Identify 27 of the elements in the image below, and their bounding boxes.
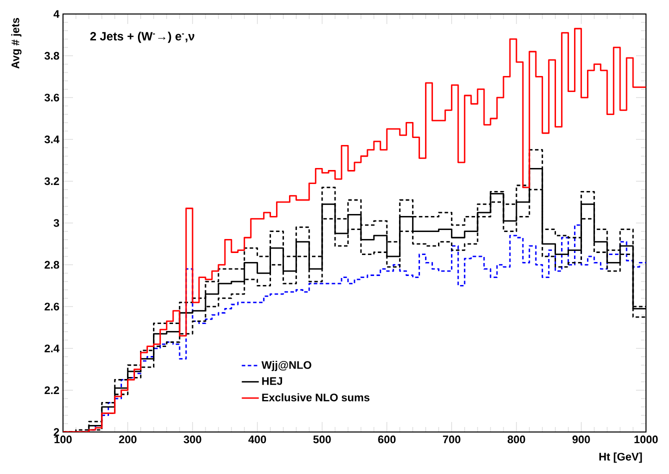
y-tick-label: 2.4 bbox=[44, 344, 60, 352]
x-tick-label: 200 bbox=[119, 436, 136, 444]
x-tick-label: 100 bbox=[54, 436, 72, 444]
x-tick-label: 300 bbox=[184, 436, 202, 444]
x-axis-title: Ht [GeV] bbox=[599, 452, 642, 463]
x-tick-label: 900 bbox=[572, 436, 590, 444]
x-tick-label: 700 bbox=[442, 436, 460, 444]
legend-label: Wjj@NLO bbox=[262, 360, 312, 372]
x-tick-label: 800 bbox=[508, 436, 526, 444]
y-tick-label: 4 bbox=[54, 10, 60, 18]
y-tick-label: 2 bbox=[54, 428, 60, 436]
x-tick-label: 1000 bbox=[634, 436, 658, 444]
y-tick-label: 3.8 bbox=[44, 52, 60, 60]
text: 2 Jets + (W$^{-}$→) e$^{-}$,ν bbox=[90, 32, 194, 43]
y-tick-label: 2.6 bbox=[44, 302, 60, 310]
legend-label: Exclusive NLO sums bbox=[262, 393, 370, 402]
y-tick-label: 3.4 bbox=[44, 136, 60, 144]
x-tick-label: 600 bbox=[378, 436, 396, 444]
y-tick-label: 3.6 bbox=[44, 94, 60, 102]
legend-label: HEJ bbox=[262, 377, 282, 385]
y-axis-title: Avg # jets bbox=[11, 18, 22, 69]
y-tick-label: 2.2 bbox=[44, 386, 60, 394]
y-tick-label: 3.2 bbox=[44, 177, 60, 186]
y-tick-label: 2.8 bbox=[44, 260, 60, 269]
x-tick-label: 400 bbox=[248, 436, 266, 444]
y-tick-label: 3 bbox=[54, 219, 60, 227]
x-tick-label: 500 bbox=[313, 436, 331, 444]
